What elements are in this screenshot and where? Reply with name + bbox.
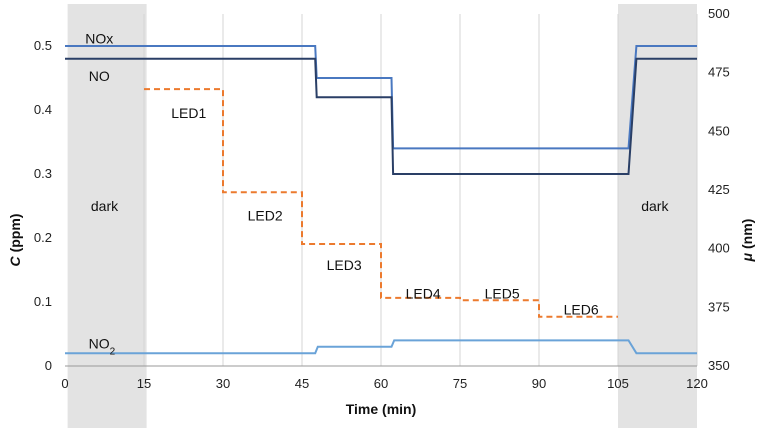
- vertical-gridlines: [143, 14, 698, 366]
- y-left-tick-label: 0.2: [34, 230, 52, 245]
- y-left-tick-label: 0.1: [34, 294, 52, 309]
- series-label: NOx: [85, 30, 113, 46]
- y-right-tick-label: 375: [708, 299, 730, 314]
- dark-region-1: [67, 4, 147, 428]
- y-left-axis-title: C (ppm): [7, 214, 23, 267]
- led-label: LED6: [564, 302, 599, 318]
- dark-region-label: dark: [91, 198, 119, 214]
- y-right-tick-label: 400: [708, 241, 730, 256]
- led-label: LED1: [171, 105, 206, 121]
- x-tick-label: 0: [61, 376, 68, 391]
- x-tick-label: 30: [216, 376, 230, 391]
- y-left-tick-label: 0.4: [34, 102, 52, 117]
- dark-region-label: dark: [641, 198, 669, 214]
- series-line-no: [65, 57, 697, 175]
- led-label: LED5: [485, 286, 520, 302]
- y-right-axis-symbol: μ: [739, 252, 755, 262]
- y-left-tick-labels: 0 0.1 0.2 0.3 0.4 0.5: [34, 38, 52, 373]
- series-line-no2: [65, 339, 697, 355]
- y-left-tick-label: 0.3: [34, 166, 52, 181]
- y-right-tick-label: 500: [708, 6, 730, 21]
- y-right-tick-label: 450: [708, 123, 730, 138]
- x-tick-label: 60: [374, 376, 388, 391]
- y-right-tick-label: 350: [708, 358, 730, 373]
- y-right-tick-label: 425: [708, 182, 730, 197]
- y-right-axis-title: μ (nm): [739, 219, 755, 263]
- y-left-tick-label: 0: [45, 358, 52, 373]
- x-tick-label: 45: [295, 376, 309, 391]
- series-label: NO: [89, 68, 110, 84]
- y-left-tick-label: 0.5: [34, 38, 52, 53]
- y-right-tick-label: 475: [708, 65, 730, 80]
- y-right-axis-unit: (nm): [739, 219, 755, 253]
- led-label: LED2: [248, 208, 283, 224]
- annotations: NOx NO NO2 LED1 LED2 LED3 LED4 LED5 LED6 dark dark: [85, 30, 669, 357]
- plot-series: [65, 45, 697, 355]
- x-tick-label: 75: [453, 376, 467, 391]
- led-label: LED3: [327, 257, 362, 273]
- y-left-axis-symbol: C: [7, 255, 23, 266]
- y-left-axis-unit: (ppm): [7, 214, 23, 257]
- dark-regions: [67, 4, 697, 428]
- x-tick-label: 105: [607, 376, 629, 391]
- dark-region-2: [618, 4, 697, 428]
- series-line-led: [144, 88, 618, 318]
- y-right-tick-labels: 350 375 400 425 450 475 500: [708, 6, 730, 373]
- series-label: NO2: [89, 336, 116, 358]
- x-tick-label: 120: [686, 376, 708, 391]
- x-tick-label: 15: [137, 376, 151, 391]
- led-label: LED4: [406, 286, 441, 302]
- x-tick-label: 90: [532, 376, 546, 391]
- x-axis-title: Time (min): [346, 401, 417, 417]
- x-tick-labels: 0 15 30 45 60 75 90 105 120: [61, 376, 707, 391]
